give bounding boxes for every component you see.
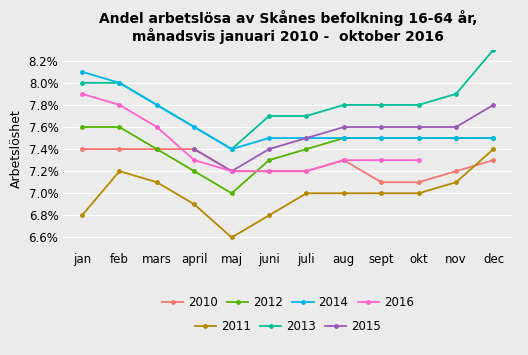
2013 bbox=[416, 103, 422, 107]
Line: 2015: 2015 bbox=[192, 103, 496, 174]
2015 bbox=[191, 147, 197, 151]
2012 bbox=[154, 147, 160, 151]
2011 bbox=[378, 191, 384, 195]
Line: 2011: 2011 bbox=[80, 147, 496, 240]
2012 bbox=[191, 169, 197, 173]
2013 bbox=[266, 114, 272, 118]
2011 bbox=[79, 213, 85, 218]
2014 bbox=[491, 136, 497, 140]
2016 bbox=[341, 158, 347, 162]
2012 bbox=[453, 136, 459, 140]
2014 bbox=[378, 136, 384, 140]
2014 bbox=[79, 70, 85, 74]
2011 bbox=[416, 191, 422, 195]
2013 bbox=[116, 81, 122, 85]
2010 bbox=[154, 147, 160, 151]
2012 bbox=[416, 136, 422, 140]
2013 bbox=[341, 103, 347, 107]
2012 bbox=[266, 158, 272, 162]
2013 bbox=[378, 103, 384, 107]
2016 bbox=[378, 158, 384, 162]
2016 bbox=[79, 92, 85, 96]
2015 bbox=[378, 125, 384, 129]
2014 bbox=[191, 125, 197, 129]
2011 bbox=[191, 202, 197, 207]
2011 bbox=[341, 191, 347, 195]
2015 bbox=[491, 103, 497, 107]
2014 bbox=[416, 136, 422, 140]
2015 bbox=[341, 125, 347, 129]
2012 bbox=[116, 125, 122, 129]
2011 bbox=[154, 180, 160, 184]
2014 bbox=[453, 136, 459, 140]
Line: 2010: 2010 bbox=[80, 147, 496, 185]
2010 bbox=[266, 169, 272, 173]
2012 bbox=[79, 125, 85, 129]
2014 bbox=[229, 147, 235, 151]
2010 bbox=[229, 169, 235, 173]
2010 bbox=[79, 147, 85, 151]
2016 bbox=[416, 158, 422, 162]
2010 bbox=[378, 180, 384, 184]
2010 bbox=[116, 147, 122, 151]
2010 bbox=[453, 169, 459, 173]
2016 bbox=[266, 169, 272, 173]
Line: 2012: 2012 bbox=[80, 125, 496, 196]
Line: 2016: 2016 bbox=[80, 92, 421, 174]
2014 bbox=[154, 103, 160, 107]
2015 bbox=[453, 125, 459, 129]
2011 bbox=[303, 191, 309, 195]
2016 bbox=[191, 158, 197, 162]
2013 bbox=[491, 48, 497, 52]
2016 bbox=[154, 125, 160, 129]
2015 bbox=[266, 147, 272, 151]
2011 bbox=[266, 213, 272, 218]
2011 bbox=[491, 147, 497, 151]
Line: 2013: 2013 bbox=[80, 47, 496, 152]
2010 bbox=[341, 158, 347, 162]
2010 bbox=[191, 147, 197, 151]
2010 bbox=[303, 169, 309, 173]
Line: 2014: 2014 bbox=[80, 69, 496, 152]
2012 bbox=[491, 136, 497, 140]
2011 bbox=[116, 169, 122, 173]
2014 bbox=[303, 136, 309, 140]
2015 bbox=[229, 169, 235, 173]
2013 bbox=[229, 147, 235, 151]
2016 bbox=[116, 103, 122, 107]
2015 bbox=[416, 125, 422, 129]
2016 bbox=[229, 169, 235, 173]
2014 bbox=[266, 136, 272, 140]
2013 bbox=[453, 92, 459, 96]
2014 bbox=[116, 81, 122, 85]
2012 bbox=[341, 136, 347, 140]
2015 bbox=[303, 136, 309, 140]
Legend: 2011, 2013, 2015: 2011, 2013, 2015 bbox=[190, 316, 385, 338]
2012 bbox=[303, 147, 309, 151]
Y-axis label: Arbetslöshet: Arbetslöshet bbox=[10, 110, 23, 189]
2011 bbox=[453, 180, 459, 184]
2010 bbox=[491, 158, 497, 162]
2013 bbox=[79, 81, 85, 85]
2010 bbox=[416, 180, 422, 184]
2012 bbox=[229, 191, 235, 195]
Title: Andel arbetslösa av Skånes befolkning 16-64 år,
månadsvis januari 2010 -  oktobe: Andel arbetslösa av Skånes befolkning 16… bbox=[99, 10, 477, 44]
2012 bbox=[378, 136, 384, 140]
2014 bbox=[341, 136, 347, 140]
2013 bbox=[303, 114, 309, 118]
2016 bbox=[303, 169, 309, 173]
2011 bbox=[229, 235, 235, 240]
